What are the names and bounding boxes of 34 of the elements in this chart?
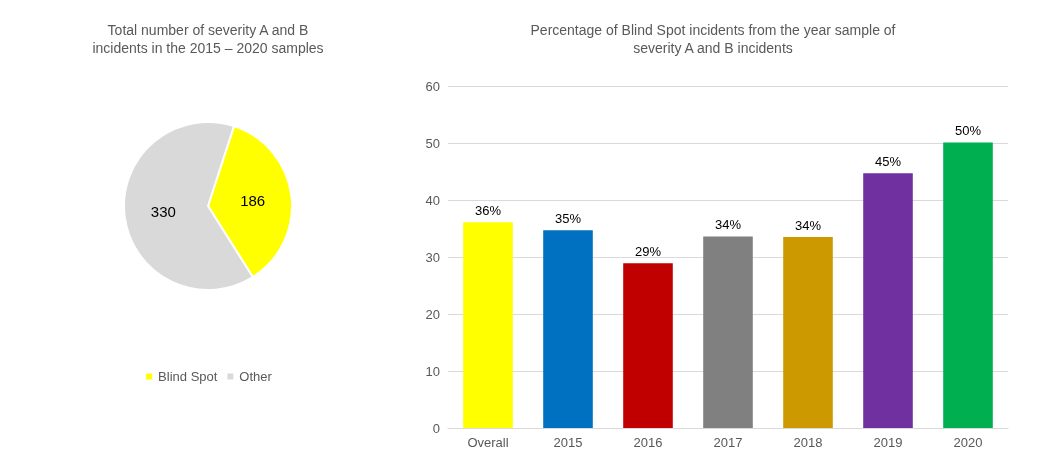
x-tick-label: 2018: [793, 435, 823, 450]
y-tick-label: 0: [432, 420, 440, 436]
y-tick-label: 20: [425, 306, 440, 322]
data-label: 330: [150, 203, 176, 221]
data-label: 34%: [794, 218, 822, 234]
y-tick-label: 60: [425, 78, 440, 94]
x-tick-label: Overall: [467, 435, 509, 450]
data-label: 34%: [714, 217, 742, 233]
y-tick-label: 30: [425, 249, 440, 265]
x-tick-label: 2016: [633, 435, 663, 450]
bar: [863, 173, 913, 428]
y-tick-label: 50: [425, 135, 440, 151]
data-label: 50%: [954, 123, 982, 139]
data-label: 29%: [634, 244, 662, 260]
data-label: 36%: [474, 203, 502, 219]
bar: [623, 263, 673, 428]
bar: [783, 237, 833, 428]
legend-label: Other: [239, 369, 273, 384]
data-label: 45%: [874, 154, 902, 170]
x-tick-label: 2015: [553, 435, 583, 450]
legend-label: Blind Spot: [158, 369, 218, 384]
bar: [943, 142, 993, 428]
y-tick-label: 10: [425, 363, 440, 379]
bar: [463, 222, 513, 428]
chart-title: Total number of severity A and B incidents in the 2015 – 2020 samples: [92, 22, 324, 56]
bar: [543, 230, 593, 428]
x-tick-label: 2020: [953, 435, 983, 450]
x-tick-label: 2019: [873, 435, 903, 450]
y-tick-label: 40: [425, 192, 440, 208]
data-label: 186: [240, 191, 266, 209]
chart-title: Percentage of Blind Spot incidents from the year sample of severity A and B incidents: [530, 22, 896, 56]
data-label: 35%: [554, 211, 582, 227]
bar: [703, 236, 753, 428]
x-tick-label: 2017: [713, 435, 743, 450]
